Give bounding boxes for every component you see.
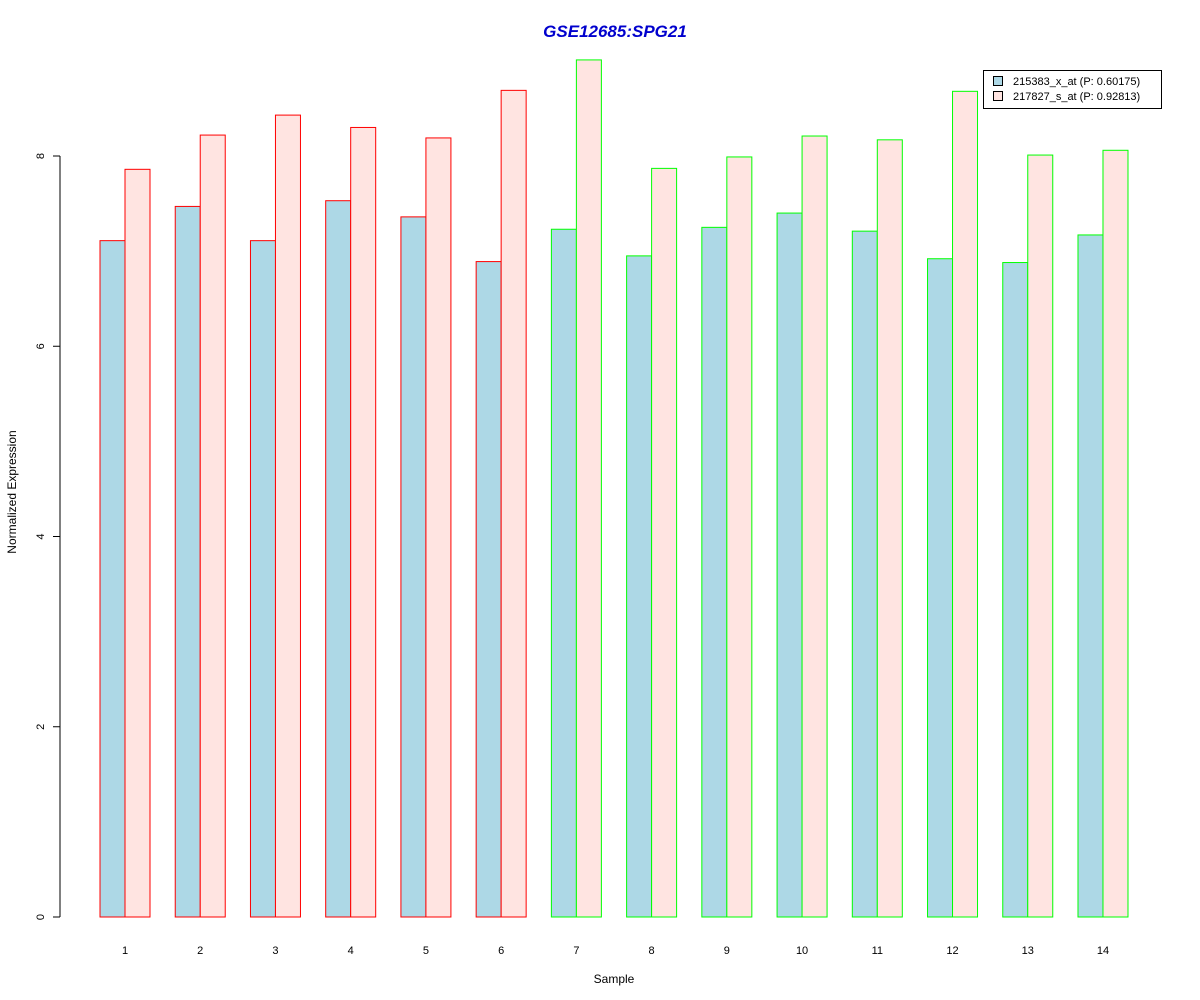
x-tick-label: 5	[423, 945, 429, 957]
x-tick-label: 7	[573, 945, 579, 957]
bar-series2-sample-12	[952, 90, 979, 918]
legend-swatch	[993, 76, 1003, 86]
bar-series2-sample-10	[801, 135, 828, 918]
y-axis: 0 2 4 6 8	[35, 153, 61, 920]
y-tick-label: 8	[35, 153, 47, 159]
x-tick-label: 14	[1097, 945, 1109, 957]
legend: 215383_x_at (P: 0.60175) 217827_s_at (P: …	[983, 70, 1162, 109]
y-tick-label: 6	[35, 343, 47, 349]
bar-series1-sample-10	[776, 212, 803, 918]
bar-series2-sample-6	[500, 89, 527, 918]
y-tick-label: 4	[35, 533, 47, 539]
x-axis-labels: 1 2 3 4 5 6 7 8 9 10 11 12 13 14	[122, 945, 1109, 957]
x-tick-label: 1	[122, 945, 128, 957]
x-tick-label: 6	[498, 945, 504, 957]
bar-series2-sample-2	[199, 134, 226, 918]
x-tick-label: 11	[872, 945, 883, 957]
bars-group	[99, 59, 1129, 918]
x-tick-label: 10	[796, 945, 808, 957]
bar-series1-sample-1	[99, 240, 126, 918]
chart-title: GSE12685:SPG21	[543, 22, 687, 41]
legend-box	[983, 70, 1162, 109]
bar-series1-sample-3	[249, 240, 276, 918]
bar-series2-sample-11	[876, 139, 903, 918]
bar-series2-sample-13	[1027, 154, 1054, 918]
bar-series1-sample-12	[927, 258, 954, 918]
x-tick-label: 9	[724, 945, 730, 957]
x-axis-label: Sample	[594, 972, 635, 986]
x-tick-label: 12	[946, 945, 958, 957]
bar-series2-sample-14	[1102, 149, 1129, 918]
bar-series2-sample-4	[350, 126, 377, 918]
x-tick-label: 13	[1022, 945, 1034, 957]
x-tick-label: 8	[649, 945, 655, 957]
bar-series2-sample-1	[124, 168, 151, 918]
bar-series1-sample-8	[626, 255, 653, 918]
bar-series2-sample-5	[425, 137, 452, 918]
x-tick-label: 2	[197, 945, 203, 957]
bar-series2-sample-8	[651, 167, 678, 918]
bar-series1-sample-14	[1077, 234, 1104, 918]
bar-series1-sample-2	[174, 205, 201, 918]
legend-label: 217827_s_at (P: 0.92813)	[1013, 91, 1140, 103]
legend-label: 215383_x_at (P: 0.60175)	[1013, 76, 1140, 88]
x-tick-label: 4	[348, 945, 354, 957]
bar-series1-sample-6	[475, 261, 502, 918]
y-tick-label: 0	[35, 914, 47, 920]
y-tick-label: 2	[35, 724, 47, 730]
bar-series1-sample-13	[1002, 262, 1029, 918]
x-tick-label: 3	[272, 945, 278, 957]
bar-series2-sample-3	[274, 114, 301, 918]
bar-series2-sample-9	[726, 156, 753, 918]
y-axis-label: Normalized Expression	[5, 430, 19, 553]
bar-series1-sample-7	[550, 228, 577, 918]
bar-series1-sample-5	[400, 216, 427, 918]
legend-swatch	[993, 91, 1003, 101]
bar-series1-sample-4	[325, 200, 352, 918]
bar-series1-sample-11	[851, 230, 878, 918]
bar-series1-sample-9	[701, 226, 728, 918]
bar-series2-sample-7	[575, 59, 602, 918]
